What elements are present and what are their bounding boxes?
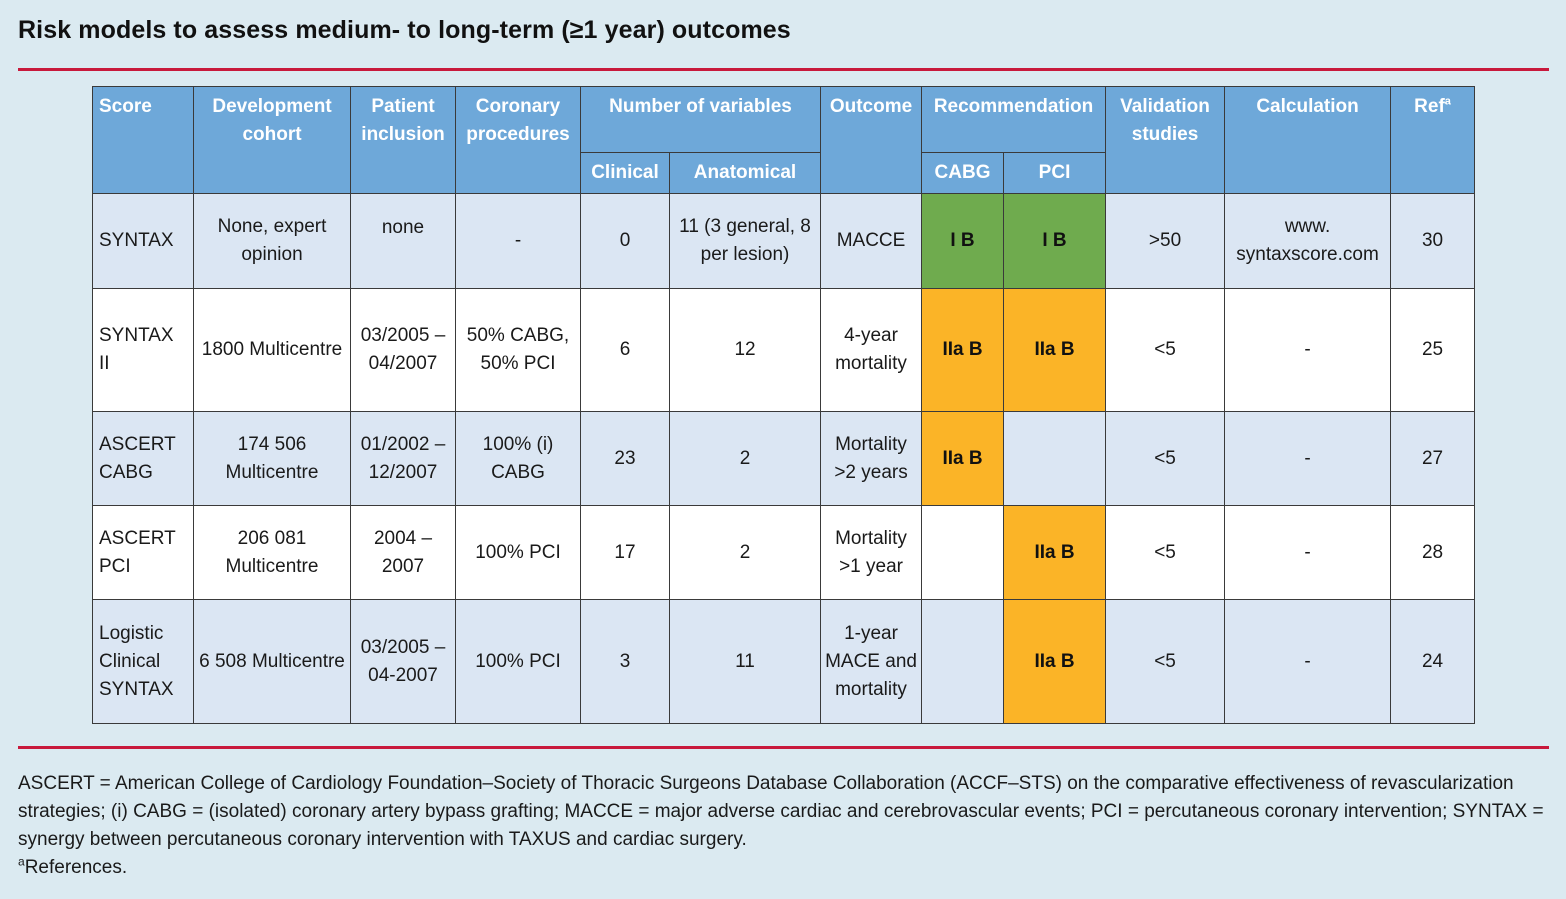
- risk-models-table: Score Development cohort Patient inclusi…: [92, 86, 1476, 724]
- header-development-cohort: Development cohort: [193, 86, 351, 194]
- cell-cohort: 1800 Multicentre: [193, 288, 351, 412]
- cell-calculation: www. syntaxscore.com: [1224, 193, 1392, 289]
- cell-validation: <5: [1105, 505, 1226, 600]
- cell-validation: <5: [1105, 599, 1226, 724]
- cell-clinical: 23: [580, 411, 670, 506]
- cell-score: SYNTAX: [92, 193, 194, 289]
- cell-ref: 30: [1390, 193, 1476, 289]
- header-recommendation: Recommendation: [921, 86, 1107, 153]
- cell-validation: <5: [1105, 411, 1226, 506]
- cell-procedures: 50% CABG, 50% PCI: [455, 288, 581, 412]
- header-ref-label: Ref: [1414, 96, 1445, 117]
- cell-inclusion: none: [350, 193, 456, 289]
- header-clinical: Clinical: [580, 152, 670, 194]
- references-note: aReferences.: [18, 854, 1553, 882]
- header-calculation: Calculation: [1224, 86, 1392, 194]
- header-pci: PCI: [1003, 152, 1107, 194]
- cell-validation: >50: [1105, 193, 1226, 289]
- cell-pci-recommendation: [1003, 411, 1107, 506]
- cell-pci-recommendation: IIa B: [1003, 288, 1107, 412]
- cell-score: ASCERT PCI: [92, 505, 194, 600]
- table-row: SYNTAX None, expert opinion none - 0 11 …: [92, 193, 1476, 289]
- cell-cohort: None, expert opinion: [193, 193, 351, 289]
- references-text: References.: [24, 857, 128, 878]
- cell-cabg-recommendation: [921, 505, 1005, 600]
- cell-inclusion: 01/2002 – 12/2007: [350, 411, 456, 506]
- cell-ref: 27: [1390, 411, 1476, 506]
- cell-inclusion: 2004 – 2007: [350, 505, 456, 600]
- cell-clinical: 3: [580, 599, 670, 724]
- cell-clinical: 17: [580, 505, 670, 600]
- cell-procedures: 100% (i) CABG: [455, 411, 581, 506]
- cell-cabg-recommendation: I B: [921, 193, 1005, 289]
- cell-pci-recommendation: IIa B: [1003, 505, 1107, 600]
- cell-ref: 25: [1390, 288, 1476, 412]
- cell-outcome: MACCE: [820, 193, 923, 289]
- cell-procedures: 100% PCI: [455, 505, 581, 600]
- cell-cohort: 206 081 Multicentre: [193, 505, 351, 600]
- cell-cohort: 6 508 Multicentre: [193, 599, 351, 724]
- cell-score: ASCERT CABG: [92, 411, 194, 506]
- table-row: ASCERT CABG 174 506 Multicentre 01/2002 …: [92, 411, 1476, 506]
- cell-calculation: -: [1224, 288, 1392, 412]
- cell-anatomical: 11 (3 general, 8 per lesion): [668, 193, 822, 289]
- cell-clinical: 6: [580, 288, 670, 412]
- cell-calculation: -: [1224, 411, 1392, 506]
- cell-inclusion: 03/2005 – 04/2007: [350, 288, 456, 412]
- table-row: ASCERT PCI 206 081 Multicentre 2004 – 20…: [92, 505, 1476, 600]
- header-anatomical: Anatomical: [668, 152, 822, 194]
- cell-calculation: -: [1224, 505, 1392, 600]
- cell-clinical: 0: [580, 193, 670, 289]
- bottom-divider: [18, 746, 1549, 749]
- cell-anatomical: 2: [668, 411, 822, 506]
- header-ref: Refa: [1390, 86, 1476, 194]
- cell-inclusion: 03/2005 – 04-2007: [350, 599, 456, 724]
- abbreviations-note: ASCERT = American College of Cardiology …: [18, 773, 1544, 850]
- cell-cabg-recommendation: [921, 599, 1005, 724]
- cell-outcome: 1-year MACE and mortality: [820, 599, 923, 724]
- cell-anatomical: 12: [668, 288, 822, 412]
- header-score: Score: [92, 86, 194, 194]
- cell-outcome: 4-year mortality: [820, 288, 923, 412]
- header-ref-superscript: a: [1444, 95, 1451, 108]
- cell-score: Logistic Clinical SYNTAX: [92, 599, 194, 724]
- header-patient-inclusion: Patient inclusion: [350, 86, 456, 194]
- cell-score: SYNTAX II: [92, 288, 194, 412]
- cell-procedures: 100% PCI: [455, 599, 581, 724]
- cell-anatomical: 2: [668, 505, 822, 600]
- top-divider: [18, 68, 1549, 71]
- cell-pci-recommendation: IIa B: [1003, 599, 1107, 724]
- cell-outcome: Mortality >2 years: [820, 411, 923, 506]
- cell-validation: <5: [1105, 288, 1226, 412]
- cell-pci-recommendation: I B: [1003, 193, 1107, 289]
- header-coronary-procedures: Coronary procedures: [455, 86, 581, 194]
- header-number-of-variables: Number of variables: [579, 86, 822, 153]
- header-validation-studies: Validation studies: [1105, 86, 1226, 194]
- table-row: SYNTAX II 1800 Multicentre 03/2005 – 04/…: [92, 288, 1476, 412]
- cell-procedures: -: [455, 193, 581, 289]
- cell-calculation: -: [1224, 599, 1392, 724]
- footnote: ASCERT = American College of Cardiology …: [18, 770, 1553, 882]
- page-title: Risk models to assess medium- to long-te…: [18, 16, 791, 44]
- cell-ref: 24: [1390, 599, 1476, 724]
- table-row: Logistic Clinical SYNTAX 6 508 Multicent…: [92, 599, 1476, 724]
- cell-cabg-recommendation: IIa B: [921, 288, 1005, 412]
- header-cabg: CABG: [921, 152, 1005, 194]
- references-marker: a: [18, 854, 25, 869]
- cell-anatomical: 11: [668, 599, 822, 724]
- cell-ref: 28: [1390, 505, 1476, 600]
- cell-cohort: 174 506 Multicentre: [193, 411, 351, 506]
- cell-outcome: Mortality >1 year: [820, 505, 923, 600]
- cell-cabg-recommendation: IIa B: [921, 411, 1005, 506]
- header-outcome: Outcome: [820, 86, 923, 194]
